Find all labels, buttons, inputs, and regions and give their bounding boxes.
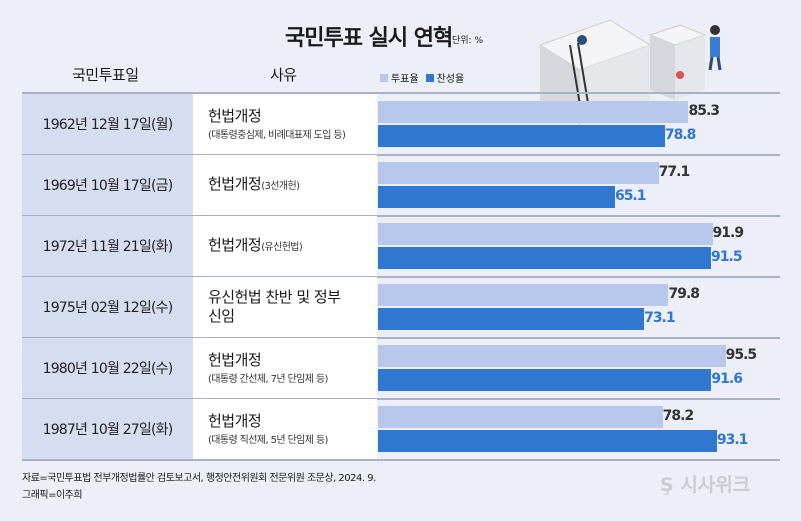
reason-cell: 헌법개정 (대통령 직선제, 5년 단임제 등) [193, 399, 377, 459]
reason-cell: 헌법개정 (대통령중심제, 비례대표제 도입 등) [193, 94, 377, 154]
reason-note: (대통령중심제, 비례대표제 도입 등) [208, 130, 346, 141]
value-label-turnout: 85.3 [688, 103, 720, 119]
vote-date: 1987년 10월 27일(화) [22, 399, 193, 459]
reason-note: (3선개헌) [261, 180, 300, 192]
bar-approval [378, 186, 615, 208]
source-note: 자료=국민투표법 전부개정법률안 검토보고서, 행정안전위원회 전문위원 조문상… [22, 470, 376, 504]
legend-label-approval: 찬성율 [436, 74, 465, 85]
reason-cell: 헌법개정 (대통령 간선제, 7년 단임제 등) [193, 338, 377, 398]
value-label-approval: 78.8 [664, 127, 697, 143]
reason-text: 헌법개정 [208, 412, 262, 430]
reason-text: 헌법개정 [208, 235, 262, 254]
value-label-turnout: 91.9 [712, 225, 745, 241]
legend-label-turnout: 투표율 [391, 74, 419, 85]
vote-date: 1972년 11월 21일(화) [22, 216, 193, 276]
value-label-approval: 73.1 [644, 310, 676, 326]
unit-label: 단위: % [452, 36, 484, 46]
logo-icon: Ş [660, 474, 674, 496]
reason-note: (유신헌법) [261, 241, 303, 253]
vote-date: 1975년 02월 12일(수) [22, 277, 193, 337]
value-label-approval: 91.5 [711, 249, 743, 265]
bar-turnout [378, 162, 659, 184]
reason-text: 헌법개정 [208, 107, 262, 125]
date-column-header: 국민투표일 [72, 66, 139, 84]
vote-date: 1962년 12월 17일(월) [22, 94, 193, 154]
value-label-approval: 65.1 [614, 188, 647, 204]
vote-date: 1980년 10월 22일(수) [22, 338, 193, 398]
reason-cell: 유신헌법 찬반 및 정부 신임 [193, 277, 377, 337]
reason-column-header: 사유 [270, 66, 297, 84]
table-row: 1969년 10월 17일(금) 헌법개정(3선개헌) 77.1 65.1 [22, 155, 780, 217]
value-label-turnout: 95.5 [725, 347, 758, 363]
table-row: 1987년 10월 27일(화) 헌법개정 (대통령 직선제, 5년 단임제 등)… [22, 399, 780, 461]
source-text: 자료=국민투표법 전부개정법률안 검토보고서, 행정안전위원회 전문위원 조문상… [22, 473, 376, 484]
bar-approval [378, 369, 712, 391]
table-row: 1975년 02월 12일(수) 유신헌법 찬반 및 정부 신임 79.8 73.1 [22, 277, 780, 339]
legend-swatch-turnout [380, 73, 388, 82]
value-label-turnout: 79.8 [668, 286, 700, 302]
logo-text: 시사위크 [680, 474, 751, 496]
value-label-approval: 93.1 [716, 432, 749, 448]
table-top-divider [22, 92, 780, 94]
credit-text: 그래픽=이주희 [22, 490, 83, 501]
reason-note: (대통령 간선제, 7년 단임제 등) [208, 374, 328, 385]
bar-turnout [378, 101, 689, 123]
reason-text: 헌법개정 [208, 174, 262, 193]
reason-text: 헌법개정 [208, 351, 262, 369]
bar-turnout [378, 223, 713, 245]
legend-swatch-approval [425, 73, 434, 82]
reason-text: 유신헌법 찬반 및 정부 신임 [208, 288, 341, 325]
chart-title: 국민투표 실시 연혁 [285, 26, 453, 51]
table-row: 1962년 12월 17일(월) 헌법개정 (대통령중심제, 비례대표제 도입 등… [22, 94, 780, 156]
table-row: 1972년 11월 21일(화) 헌법개정(유신헌법) 91.9 91.5 [22, 216, 780, 278]
bar-approval [378, 430, 717, 452]
value-label-turnout: 78.2 [662, 408, 695, 424]
table-row: 1980년 10월 22일(수) 헌법개정 (대통령 간선제, 7년 단임제 등)… [22, 338, 780, 400]
bar-turnout [378, 345, 726, 367]
publisher-logo: Ş 시사위크 [660, 470, 750, 497]
reason-cell: 헌법개정(3선개헌) [193, 155, 377, 215]
bar-approval [378, 247, 712, 269]
bar-approval [378, 125, 665, 147]
bar-turnout [378, 406, 663, 428]
value-label-approval: 91.6 [711, 371, 743, 387]
legend: 투표율 찬성율 [380, 70, 464, 85]
bar-turnout [378, 284, 669, 306]
bar-approval [378, 308, 645, 330]
reason-cell: 헌법개정(유신헌법) [193, 216, 377, 276]
vote-date: 1969년 10월 17일(금) [22, 155, 193, 215]
value-label-turnout: 77.1 [658, 164, 691, 180]
reason-note: (대통령 직선제, 5년 단임제 등) [208, 435, 328, 446]
